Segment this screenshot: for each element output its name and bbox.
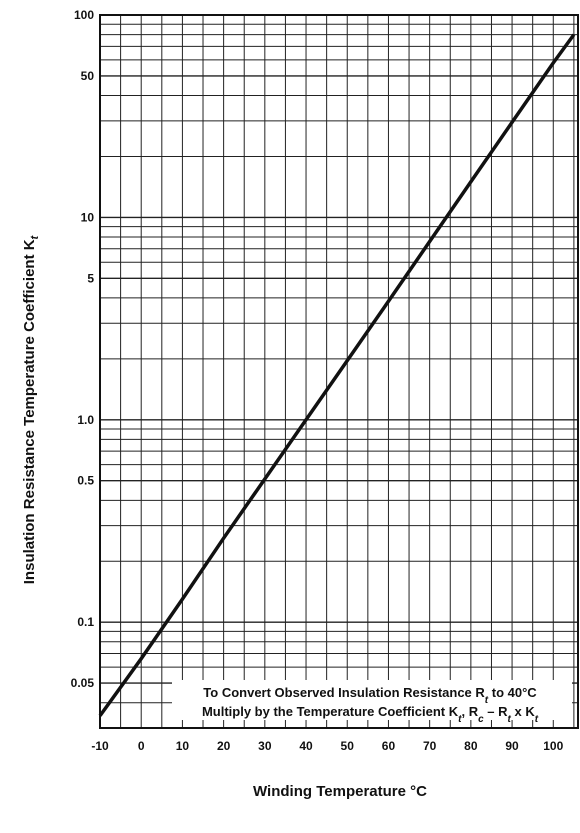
x-tick-label: 100 xyxy=(543,739,563,753)
note-text: , R xyxy=(461,704,478,719)
x-tick-label: 50 xyxy=(341,739,355,753)
note-text: To Convert Observed Insulation Resistanc… xyxy=(203,685,485,700)
y-axis-title-main: Insulation Resistance Temperature Coeffi… xyxy=(21,239,38,584)
conversion-note-background xyxy=(172,680,572,720)
x-tick-label: 60 xyxy=(382,739,396,753)
conversion-note: To Convert Observed Insulation Resistanc… xyxy=(172,680,572,725)
x-axis-ticks: -10 0 10 20 30 40 50 60 70 80 90 100 xyxy=(91,739,563,753)
y-tick-label: 50 xyxy=(81,69,95,83)
y-tick-label: 0.1 xyxy=(77,615,94,629)
x-tick-label: 40 xyxy=(299,739,313,753)
x-tick-label: 0 xyxy=(138,739,145,753)
y-axis-title: Insulation Resistance Temperature Coeffi… xyxy=(21,234,41,584)
coefficient-curve xyxy=(98,33,576,717)
note-text: to 40°C xyxy=(488,685,537,700)
note-subscript: c xyxy=(478,714,484,725)
note-subscript: t xyxy=(535,714,539,725)
conversion-note-line1: To Convert Observed Insulation Resistanc… xyxy=(203,685,537,706)
conversion-note-line2: Multiply by the Temperature Coefficient … xyxy=(202,704,539,725)
plot-frame xyxy=(99,14,579,729)
y-axis-title-subscript: t xyxy=(29,234,41,239)
note-subscript: t xyxy=(508,714,512,725)
x-tick-label: 30 xyxy=(258,739,272,753)
y-axis-ticks: 100 50 10 5 1.0 0.5 0.1 0.05 xyxy=(71,8,95,690)
note-subscript: t xyxy=(485,695,489,706)
x-tick-label: 90 xyxy=(505,739,519,753)
y-tick-label: 100 xyxy=(74,8,94,22)
note-text: – R xyxy=(484,704,508,719)
y-tick-label: 10 xyxy=(81,210,95,224)
note-text: Multiply by the Temperature Coefficient … xyxy=(202,704,459,719)
y-tick-label: 1.0 xyxy=(77,413,94,427)
x-tick-label: 70 xyxy=(423,739,437,753)
x-axis-title: Winding Temperature °C xyxy=(253,783,427,800)
note-text: x K xyxy=(511,704,535,719)
y-tick-label: 0.05 xyxy=(71,676,95,690)
curve-layer xyxy=(98,33,576,717)
x-tick-label: -10 xyxy=(91,739,109,753)
x-tick-label: 80 xyxy=(464,739,478,753)
note-subscript: t xyxy=(458,714,462,725)
x-tick-label: 10 xyxy=(176,739,190,753)
grid xyxy=(100,14,578,729)
y-tick-label: 5 xyxy=(87,271,94,285)
y-tick-label: 0.5 xyxy=(77,474,94,488)
x-tick-label: 20 xyxy=(217,739,231,753)
